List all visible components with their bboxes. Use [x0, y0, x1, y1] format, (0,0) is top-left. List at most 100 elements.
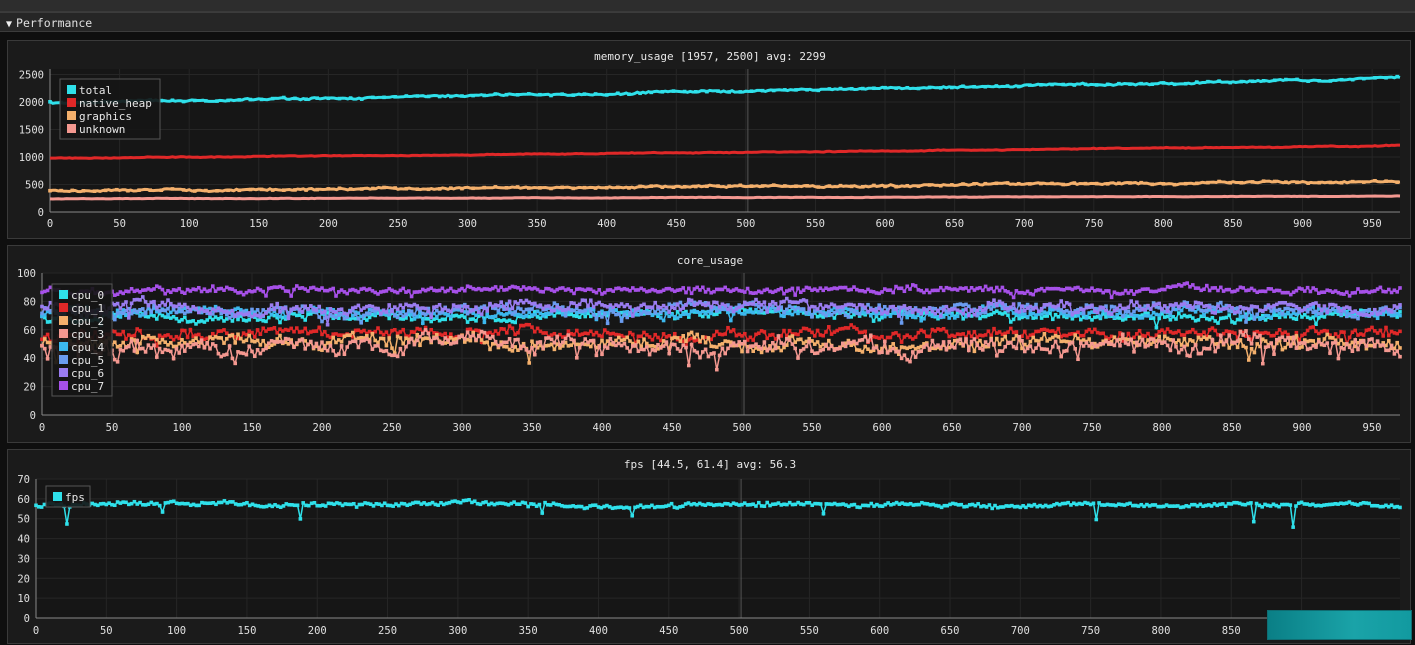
- data-point: [975, 313, 979, 318]
- memory-usage-plot[interactable]: 0 50 100 150 200 250 300 350 400 450 500 550 600 650 7…: [7, 40, 1411, 239]
- data-point: [337, 333, 341, 337]
- data-point: [1333, 332, 1338, 336]
- data-point: [1328, 308, 1332, 313]
- data-point: [684, 339, 688, 344]
- data-point: [631, 332, 635, 337]
- data-point: [1250, 180, 1255, 184]
- data-point: [818, 333, 823, 337]
- data-point: [1034, 305, 1038, 310]
- data-point: [729, 340, 733, 344]
- data-point: [1020, 312, 1024, 317]
- data-point: [891, 331, 895, 336]
- data-point: [477, 306, 481, 311]
- data-point: [484, 500, 488, 504]
- data-point: [440, 310, 445, 314]
- data-point: [183, 291, 187, 296]
- data-point: [1174, 330, 1178, 335]
- data-point: [1011, 337, 1016, 341]
- corner-resize-grip[interactable]: [1267, 610, 1412, 640]
- data-point: [712, 289, 716, 294]
- data-point: [1028, 308, 1033, 313]
- data-point: [155, 344, 159, 348]
- data-point: [1347, 345, 1352, 350]
- data-point: [269, 339, 274, 343]
- data-point: [412, 330, 417, 334]
- data-point: [474, 305, 478, 309]
- data-point: [505, 319, 509, 324]
- data-point: [477, 314, 481, 318]
- collapse-triangle-icon[interactable]: ▼: [6, 19, 13, 30]
- data-point: [933, 344, 937, 349]
- data-point: [482, 320, 487, 325]
- data-point: [1317, 315, 1321, 320]
- data-point: [1062, 314, 1066, 319]
- data-point: [1098, 331, 1103, 336]
- data-point: [1179, 302, 1184, 307]
- data-point: [320, 348, 324, 352]
- data-point: [337, 338, 341, 342]
- data-point: [832, 348, 837, 353]
- data-point: [846, 313, 851, 317]
- data-point: [1378, 285, 1383, 290]
- data-point: [1295, 77, 1299, 82]
- chart-title: memory_usage [1957, 2500] avg: 2299: [594, 50, 826, 63]
- data-point: [118, 310, 123, 314]
- data-point: [1056, 303, 1061, 308]
- data-point: [759, 309, 764, 313]
- data-point: [703, 347, 708, 352]
- data-point: [512, 500, 516, 504]
- data-point: [605, 339, 610, 343]
- data-point: [899, 356, 904, 361]
- data-point: [1136, 504, 1141, 508]
- data-point: [734, 343, 739, 348]
- data-point: [891, 311, 895, 315]
- data-point: [972, 307, 977, 312]
- data-point: [749, 184, 754, 188]
- data-point: [1112, 308, 1117, 313]
- data-point: [379, 290, 383, 294]
- data-point: [236, 336, 240, 341]
- data-point: [535, 340, 540, 345]
- data-point: [194, 503, 199, 508]
- data-point: [1132, 350, 1136, 354]
- data-point: [48, 188, 52, 193]
- data-point: [675, 288, 680, 292]
- data-point: [794, 88, 798, 92]
- core-usage-plot[interactable]: 0 50 100 150 200 250 300 350 400 450 500 550 600 650 7…: [7, 245, 1411, 443]
- data-point: [1073, 347, 1077, 351]
- data-point: [902, 304, 907, 308]
- data-point: [1381, 341, 1385, 345]
- data-point: [479, 340, 484, 345]
- data-point: [603, 311, 607, 316]
- data-point: [513, 338, 517, 342]
- data-point: [1213, 308, 1217, 312]
- data-point: [1173, 504, 1177, 508]
- data-point: [625, 315, 629, 320]
- data-point: [925, 342, 929, 347]
- data-point: [927, 306, 932, 311]
- data-point: [617, 312, 621, 316]
- data-point: [1121, 332, 1125, 337]
- data-point: [807, 286, 811, 290]
- data-point: [671, 89, 676, 93]
- x-tick-label: 950: [1363, 422, 1382, 434]
- data-point: [1263, 345, 1268, 349]
- data-point: [1146, 303, 1150, 308]
- data-point: [233, 307, 237, 311]
- data-point: [202, 346, 207, 350]
- data-point: [706, 336, 711, 340]
- data-point: [118, 332, 123, 337]
- data-point: [897, 286, 901, 291]
- data-point: [463, 340, 467, 344]
- data-point: [1361, 333, 1366, 337]
- fps-plot[interactable]: 0 50 100 150 200 250 300 350 400 450 500 550 600 650 7…: [7, 449, 1411, 644]
- data-point: [1097, 501, 1101, 505]
- data-point: [1269, 305, 1273, 309]
- data-point: [1090, 303, 1094, 308]
- performance-header[interactable]: ▼ Performance: [0, 12, 1415, 32]
- data-point: [160, 337, 165, 342]
- data-point: [379, 330, 383, 335]
- data-point: [1347, 335, 1352, 340]
- data-point: [678, 339, 683, 344]
- data-point: [228, 500, 232, 504]
